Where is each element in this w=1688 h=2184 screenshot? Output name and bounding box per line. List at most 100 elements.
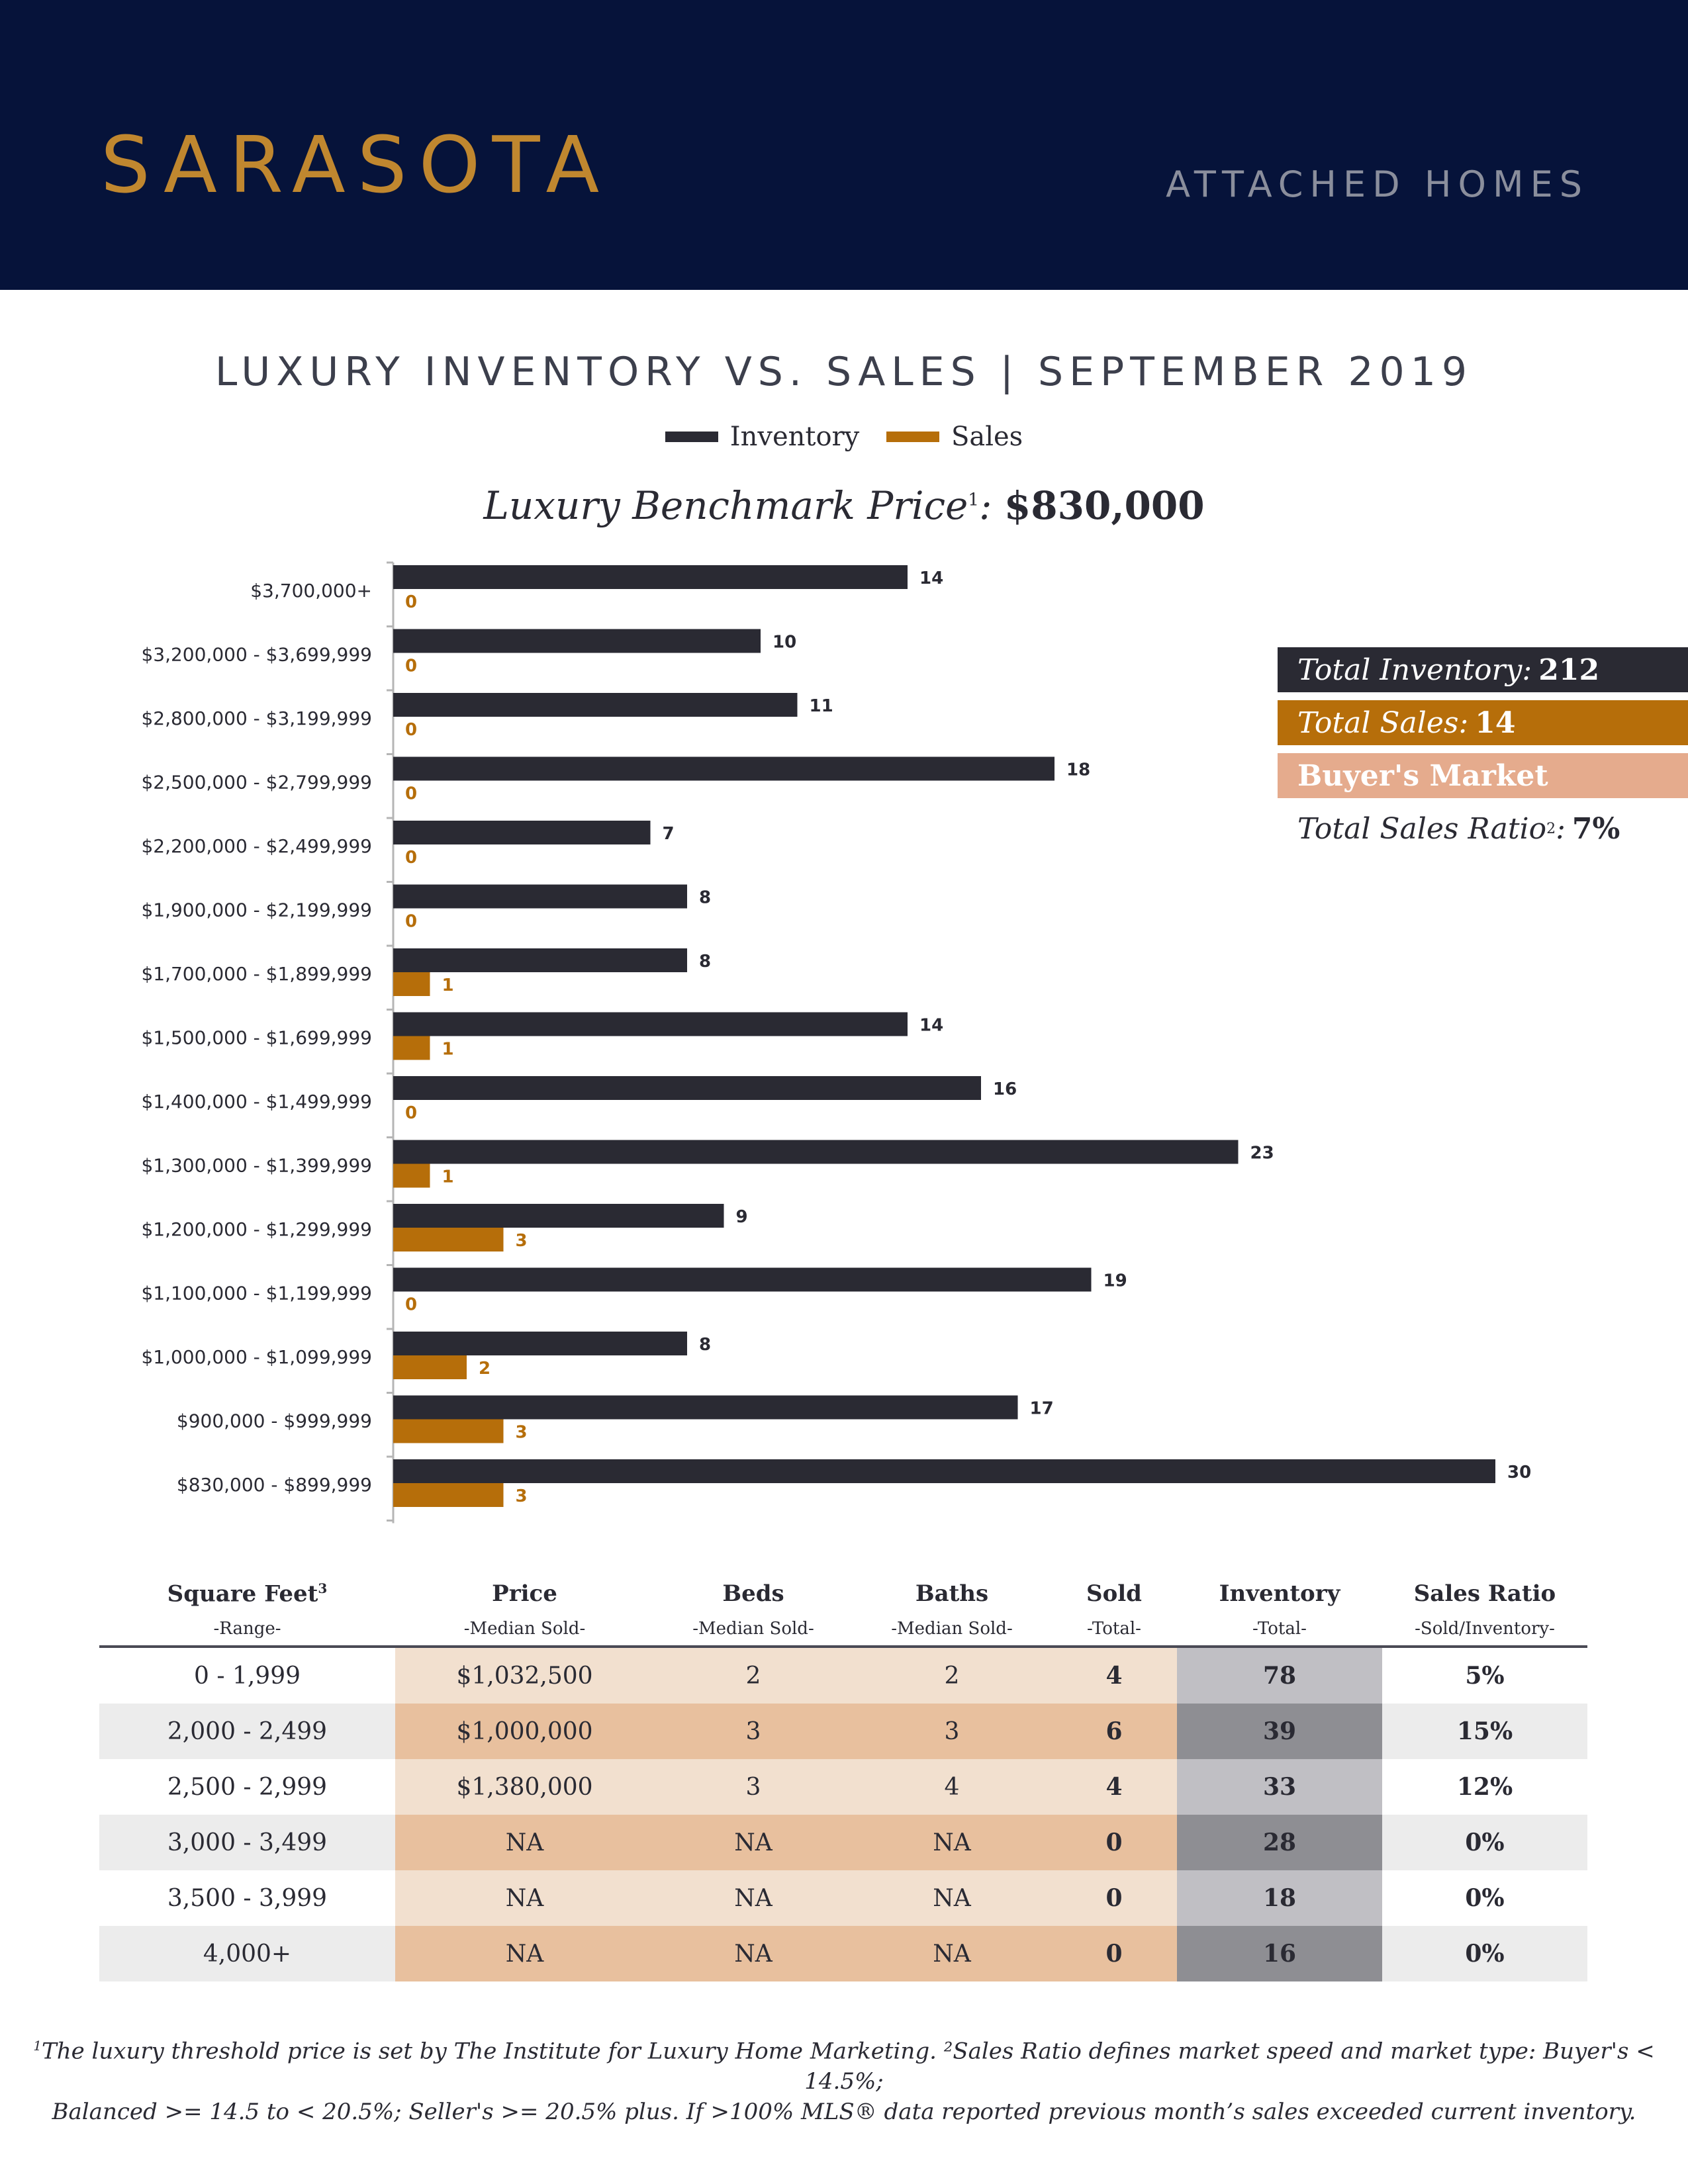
inventory-bar bbox=[393, 1459, 1495, 1483]
sales-bar bbox=[393, 1163, 430, 1188]
cell-sold: 0 bbox=[1051, 1926, 1177, 1981]
inventory-bar bbox=[393, 1204, 724, 1228]
cell-baths: 3 bbox=[853, 1704, 1051, 1759]
category-label: $830,000 - $899,999 bbox=[177, 1474, 372, 1496]
subheader-sales-ratio: -Sold/Inventory- bbox=[1415, 1619, 1555, 1639]
subheader-beds: -Median Sold- bbox=[692, 1619, 814, 1639]
cell-baths: 2 bbox=[853, 1648, 1051, 1704]
benchmark-sup: 1 bbox=[968, 490, 979, 510]
cell-sold: 4 bbox=[1051, 1648, 1177, 1704]
cell-sold: 4 bbox=[1051, 1759, 1177, 1815]
inventory-bar bbox=[393, 693, 798, 717]
inventory-bar bbox=[393, 821, 651, 844]
category-label: $1,900,000 - $2,199,999 bbox=[141, 899, 372, 921]
inventory-value-label: 8 bbox=[699, 952, 711, 972]
inventory-sales-bar-chart: $3,700,000+140$3,200,000 - $3,699,999100… bbox=[141, 561, 1531, 1524]
legend-item-sales: Sales bbox=[886, 422, 1023, 452]
category-label: $900,000 - $999,999 bbox=[177, 1410, 372, 1432]
subheader-baths: -Median Sold- bbox=[891, 1619, 1013, 1639]
benchmark-label: Luxury Benchmark Price bbox=[483, 483, 968, 528]
inventory-bar bbox=[393, 565, 908, 589]
table-row: 3,000 - 3,499 NA NA NA 0 28 0% bbox=[99, 1815, 1587, 1870]
report-title: LUXURY INVENTORY VS. SALES | SEPTEMBER 2… bbox=[214, 349, 1474, 395]
inventory-value-label: 11 bbox=[810, 696, 833, 716]
total-sales-label: Total Sales: bbox=[1297, 705, 1469, 740]
inventory-bar bbox=[393, 1140, 1239, 1164]
sales-value-label: 3 bbox=[516, 1486, 528, 1506]
cell-inventory: 39 bbox=[1177, 1704, 1382, 1759]
cell-baths: NA bbox=[853, 1815, 1051, 1870]
sales-value-label: 0 bbox=[405, 592, 417, 612]
inventory-value-label: 17 bbox=[1030, 1399, 1054, 1419]
stats-panel: Total Inventory: 212 Total Sales: 14 Buy… bbox=[1278, 647, 1688, 859]
cell-sales-ratio: 12% bbox=[1382, 1759, 1587, 1815]
sales-value-label: 0 bbox=[405, 1103, 417, 1123]
sales-ratio-label: Total Sales Ratio bbox=[1297, 811, 1547, 846]
cell-beds: NA bbox=[654, 1815, 853, 1870]
sales-value-label: 0 bbox=[405, 848, 417, 868]
cell-price: $1,380,000 bbox=[395, 1759, 654, 1815]
sales-value-label: 0 bbox=[405, 1295, 417, 1315]
sales-bar bbox=[393, 1228, 504, 1251]
benchmark-price: Luxury Benchmark Price1: $830,000 bbox=[483, 483, 1205, 528]
cell-sold: 6 bbox=[1051, 1704, 1177, 1759]
cell-beds: 2 bbox=[654, 1648, 853, 1704]
table-row: 2,500 - 2,999 $1,380,000 3 4 4 33 12% bbox=[99, 1759, 1587, 1815]
cell-inventory: 16 bbox=[1177, 1926, 1382, 1981]
total-inventory-label: Total Inventory: bbox=[1297, 653, 1532, 687]
cell-sales-ratio: 15% bbox=[1382, 1704, 1587, 1759]
category-label: $1,300,000 - $1,399,999 bbox=[141, 1155, 372, 1177]
inventory-value-label: 30 bbox=[1507, 1463, 1531, 1482]
table-header-row: Square Feet3 Price Beds Baths Sold Inven… bbox=[99, 1575, 1587, 1612]
inventory-bar bbox=[393, 629, 761, 653]
header-square-feet: Square Feet3 bbox=[167, 1580, 328, 1608]
table-body: 0 - 1,999 $1,032,500 2 2 4 78 5% 2,000 - 2,499 $… bbox=[99, 1648, 1587, 1981]
sales-ratio-value: 7% bbox=[1571, 811, 1620, 846]
inventory-bar bbox=[393, 1076, 981, 1100]
sales-bar bbox=[393, 1419, 504, 1443]
category-label: $1,100,000 - $1,199,999 bbox=[141, 1283, 372, 1304]
sales-bar bbox=[393, 1355, 467, 1379]
legend-swatch-inventory bbox=[665, 432, 718, 442]
category-label: $2,500,000 - $2,799,999 bbox=[141, 772, 372, 794]
table-row: 4,000+ NA NA NA 0 16 0% bbox=[99, 1926, 1587, 1981]
sales-value-label: 1 bbox=[442, 1040, 454, 1060]
subheader-sold: -Total- bbox=[1087, 1619, 1141, 1639]
property-category: ATTACHED HOMES bbox=[1166, 163, 1589, 205]
cell-price: NA bbox=[395, 1926, 654, 1981]
sales-value-label: 0 bbox=[405, 784, 417, 804]
table-row: 2,000 - 2,499 $1,000,000 3 3 6 39 15% bbox=[99, 1704, 1587, 1759]
cell-price: $1,000,000 bbox=[395, 1704, 654, 1759]
cell-sales-ratio: 0% bbox=[1382, 1815, 1587, 1870]
category-label: $2,200,000 - $2,499,999 bbox=[141, 835, 372, 857]
sales-bar bbox=[393, 972, 430, 996]
inventory-value-label: 7 bbox=[663, 824, 675, 844]
sales-value-label: 1 bbox=[442, 976, 454, 995]
header-banner: SARASOTA ATTACHED HOMES bbox=[0, 0, 1688, 290]
header-sales-ratio: Sales Ratio bbox=[1413, 1580, 1556, 1607]
cell-beds: NA bbox=[654, 1926, 853, 1981]
cell-inventory: 28 bbox=[1177, 1815, 1382, 1870]
inventory-value-label: 18 bbox=[1066, 760, 1090, 780]
sales-value-label: 3 bbox=[516, 1423, 528, 1443]
cell-range: 2,000 - 2,499 bbox=[99, 1704, 395, 1759]
cell-sales-ratio: 5% bbox=[1382, 1648, 1587, 1704]
inventory-value-label: 8 bbox=[699, 888, 711, 908]
inventory-value-label: 14 bbox=[919, 1016, 943, 1036]
inventory-bar bbox=[393, 1012, 908, 1036]
legend-item-inventory: Inventory bbox=[665, 422, 859, 452]
table-subheader-row: -Range- -Median Sold- -Median Sold- -Med… bbox=[99, 1612, 1587, 1648]
cell-price: NA bbox=[395, 1870, 654, 1926]
total-sales-ratio: Total Sales Ratio 2: 7% bbox=[1297, 811, 1620, 846]
cell-baths: NA bbox=[853, 1870, 1051, 1926]
inventory-value-label: 16 bbox=[993, 1079, 1017, 1099]
inventory-bar bbox=[393, 948, 687, 972]
cell-baths: NA bbox=[853, 1926, 1051, 1981]
sales-value-label: 0 bbox=[405, 657, 417, 676]
cell-beds: 3 bbox=[654, 1704, 853, 1759]
subheader-inventory: -Total- bbox=[1252, 1619, 1307, 1639]
header-sold: Sold bbox=[1086, 1580, 1142, 1607]
sales-value-label: 2 bbox=[479, 1359, 491, 1379]
inventory-value-label: 14 bbox=[919, 569, 943, 588]
inventory-bar bbox=[393, 884, 687, 909]
